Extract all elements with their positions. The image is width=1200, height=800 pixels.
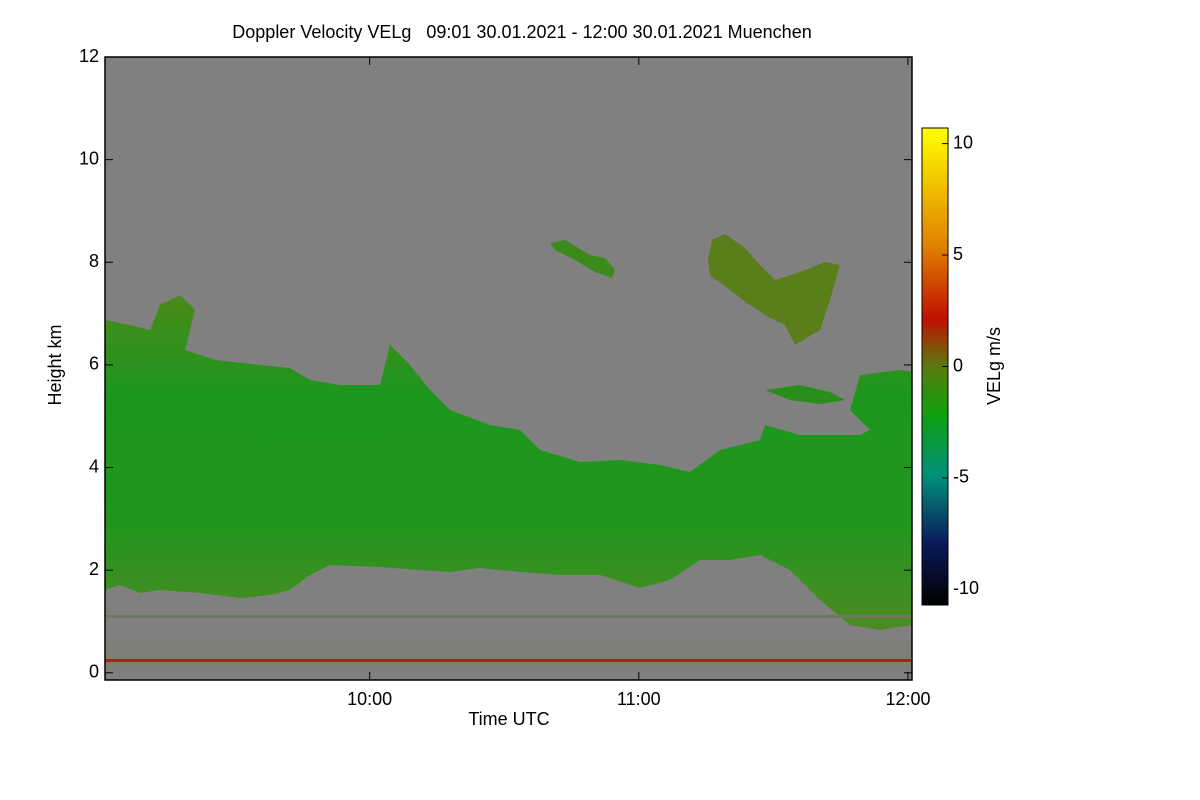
clutter-band <box>105 615 912 618</box>
clutter-line <box>105 659 912 662</box>
y-tick-label: 2 <box>89 559 99 579</box>
y-tick-label: 4 <box>89 456 99 476</box>
colorbar-tick-label: -5 <box>953 467 969 487</box>
x-tick-label: 12:00 <box>885 689 930 709</box>
x-tick-label: 10:00 <box>347 689 392 709</box>
echo-field <box>105 234 912 670</box>
y-tick-label: 12 <box>79 46 99 66</box>
colorbar-tick-label: -10 <box>953 578 979 598</box>
colorbar-label: VELg m/s <box>984 327 1004 405</box>
y-tick-label: 0 <box>89 662 99 682</box>
cloud-patch <box>708 234 840 345</box>
y-tick-label: 6 <box>89 354 99 374</box>
colorbar-tick-label: 0 <box>953 355 963 375</box>
clutter-band <box>105 640 912 670</box>
cloud-layer <box>105 295 912 630</box>
y-tick-label: 8 <box>89 251 99 271</box>
cloud-patch <box>765 385 845 404</box>
colorbar-tick-label: 10 <box>953 132 973 152</box>
y-axis-label: Height km <box>45 324 65 405</box>
plot-frame <box>104 56 913 681</box>
cloud-patch <box>550 240 615 278</box>
colorbar-tick-label: 5 <box>953 244 963 264</box>
chart-title: Doppler Velocity VELg 09:01 30.01.2021 -… <box>232 22 811 42</box>
x-tick-label: 11:00 <box>617 689 661 709</box>
x-axis-label: Time UTC <box>468 709 549 729</box>
y-tick-label: 10 <box>79 148 99 168</box>
